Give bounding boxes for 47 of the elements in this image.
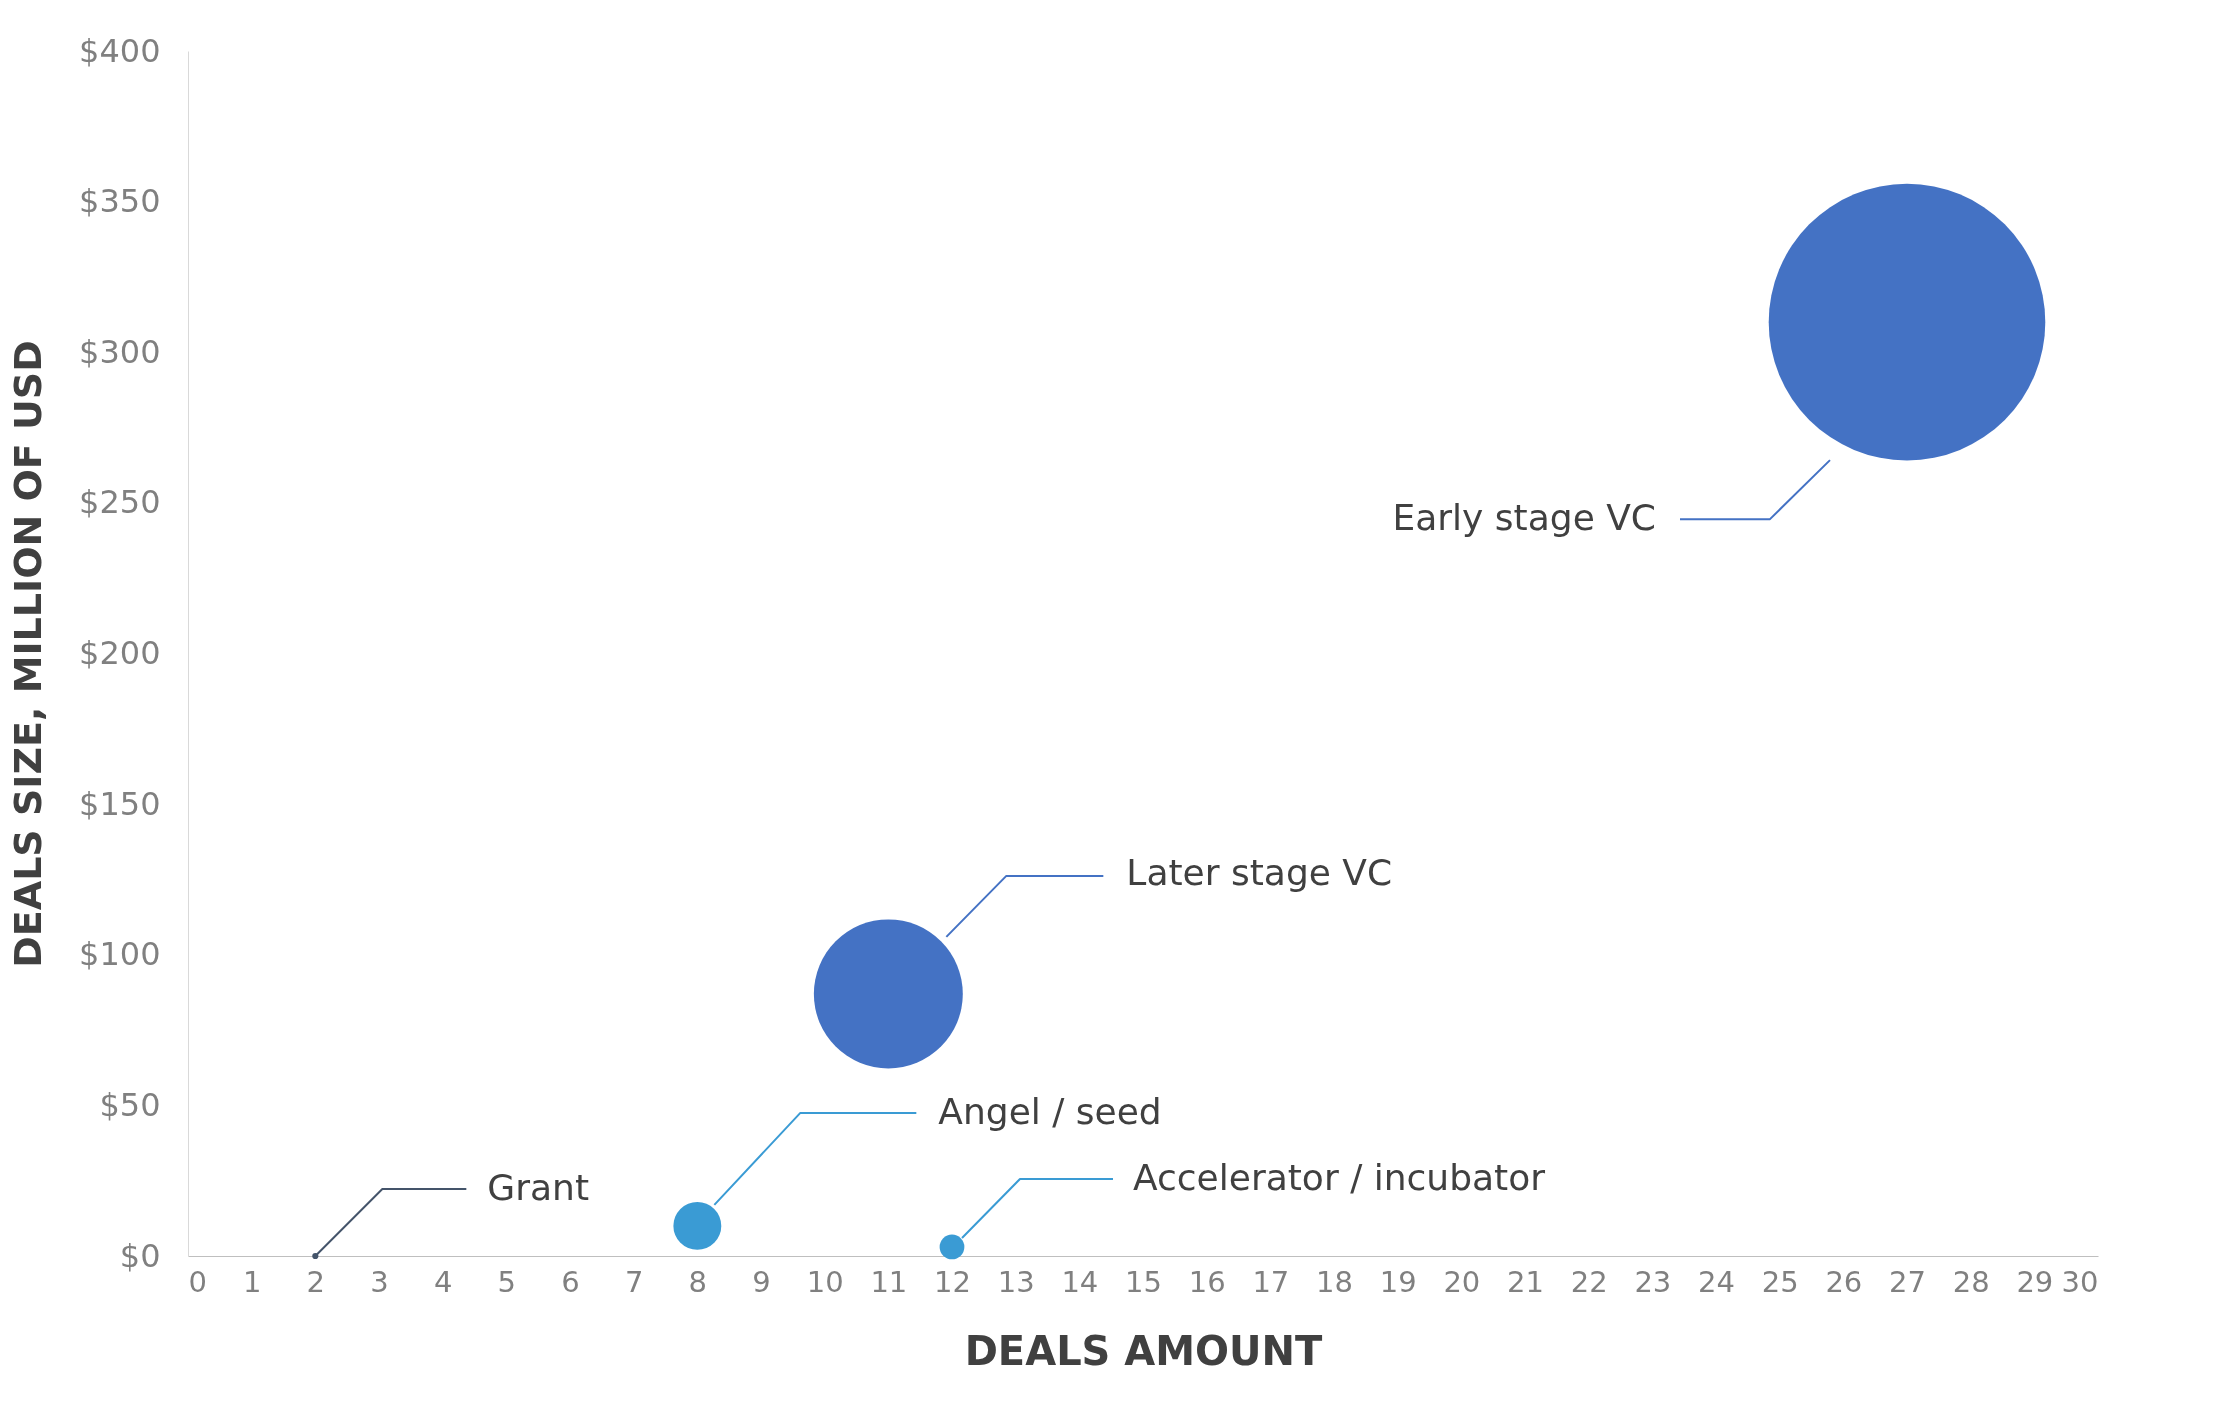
x-tick-label: 25 [1761, 1264, 1799, 1299]
x-tick-label: 6 [561, 1264, 580, 1299]
x-tick-label: 29 [2016, 1264, 2054, 1299]
x-tick-label: 2 [306, 1264, 326, 1299]
x-tick-label: 5 [497, 1264, 517, 1299]
x-tick-label: 20 [1443, 1264, 1481, 1299]
x-tick-label: 23 [1634, 1264, 1672, 1299]
x-tick-label: 27 [1889, 1264, 1926, 1299]
x-tick-label: 24 [1698, 1264, 1735, 1299]
x-tick-label: 14 [1061, 1264, 1099, 1299]
x-tick-label: 1 [242, 1264, 262, 1299]
y-tick-label: $350 [79, 182, 161, 221]
x-tick-label: 8 [688, 1264, 708, 1299]
x-tick-label: 30 [2061, 1264, 2099, 1299]
text: Accelerator / incubator [1133, 1156, 1546, 1198]
text: Later stage VC [1126, 851, 1393, 893]
x-tick-label: 12 [934, 1264, 971, 1299]
x-tick-label: 7 [624, 1264, 644, 1299]
x-axis-title: DEALS AMOUNT [964, 1327, 1324, 1374]
x-tick-label: 28 [1952, 1264, 1990, 1299]
x-tick-label: 19 [1379, 1264, 1417, 1299]
y-tick-label: $0 [119, 1236, 161, 1275]
text: Angel / seed [938, 1090, 1162, 1132]
x-tick-label: 0 [188, 1264, 207, 1299]
x-tick-label: 21 [1507, 1264, 1544, 1299]
x-tick-label: 13 [997, 1264, 1035, 1299]
y-tick-label: $250 [79, 483, 161, 522]
x-tick-label: 10 [806, 1264, 844, 1299]
x-tick-label: 3 [370, 1264, 389, 1299]
y-tick-label: $400 [79, 31, 161, 70]
text: Grant [487, 1167, 590, 1208]
y-tick-label: $300 [79, 332, 161, 371]
x-tick-label: 16 [1188, 1264, 1226, 1299]
x-tick-label: 11 [870, 1264, 908, 1299]
y-axis-title: DEALS SIZE, MILLION OF USD [6, 340, 51, 968]
x-tick-label: 22 [1570, 1264, 1608, 1299]
x-tick-label: 17 [1252, 1264, 1290, 1299]
text: Early stage VC [1392, 497, 1656, 539]
x-tick-label: 4 [433, 1264, 453, 1299]
y-tick-label: $100 [79, 935, 161, 974]
x-tick-label: 18 [1316, 1264, 1353, 1299]
y-tick-label: $50 [99, 1085, 161, 1124]
x-tick-label: 9 [752, 1264, 771, 1299]
x-tick-label: 15 [1125, 1264, 1162, 1299]
y-tick-label: $200 [79, 634, 161, 672]
x-tick-label: 26 [1825, 1264, 1863, 1299]
y-tick-label: $150 [79, 784, 161, 823]
